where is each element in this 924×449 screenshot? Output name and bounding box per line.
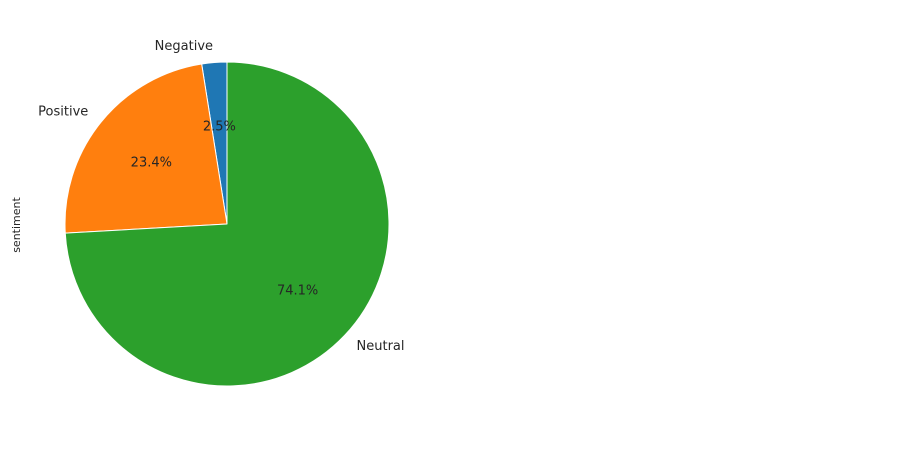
slice-pct-negative: 2.5% bbox=[203, 120, 236, 135]
slice-label-negative: Negative bbox=[155, 39, 213, 54]
pie-slices bbox=[64, 61, 390, 387]
slice-label-positive: Positive bbox=[38, 105, 88, 120]
pie-labels: Negative 2.5% Positive 23.4% Neutral 74.1% bbox=[38, 39, 404, 354]
y-axis-label: sentiment bbox=[10, 197, 23, 253]
pie-slice-positive bbox=[64, 63, 228, 234]
slice-pct-neutral: 74.1% bbox=[277, 283, 318, 298]
pie-slice-neutral bbox=[64, 61, 390, 387]
slice-label-neutral: Neutral bbox=[357, 339, 405, 354]
slice-pct-positive: 23.4% bbox=[131, 155, 172, 170]
